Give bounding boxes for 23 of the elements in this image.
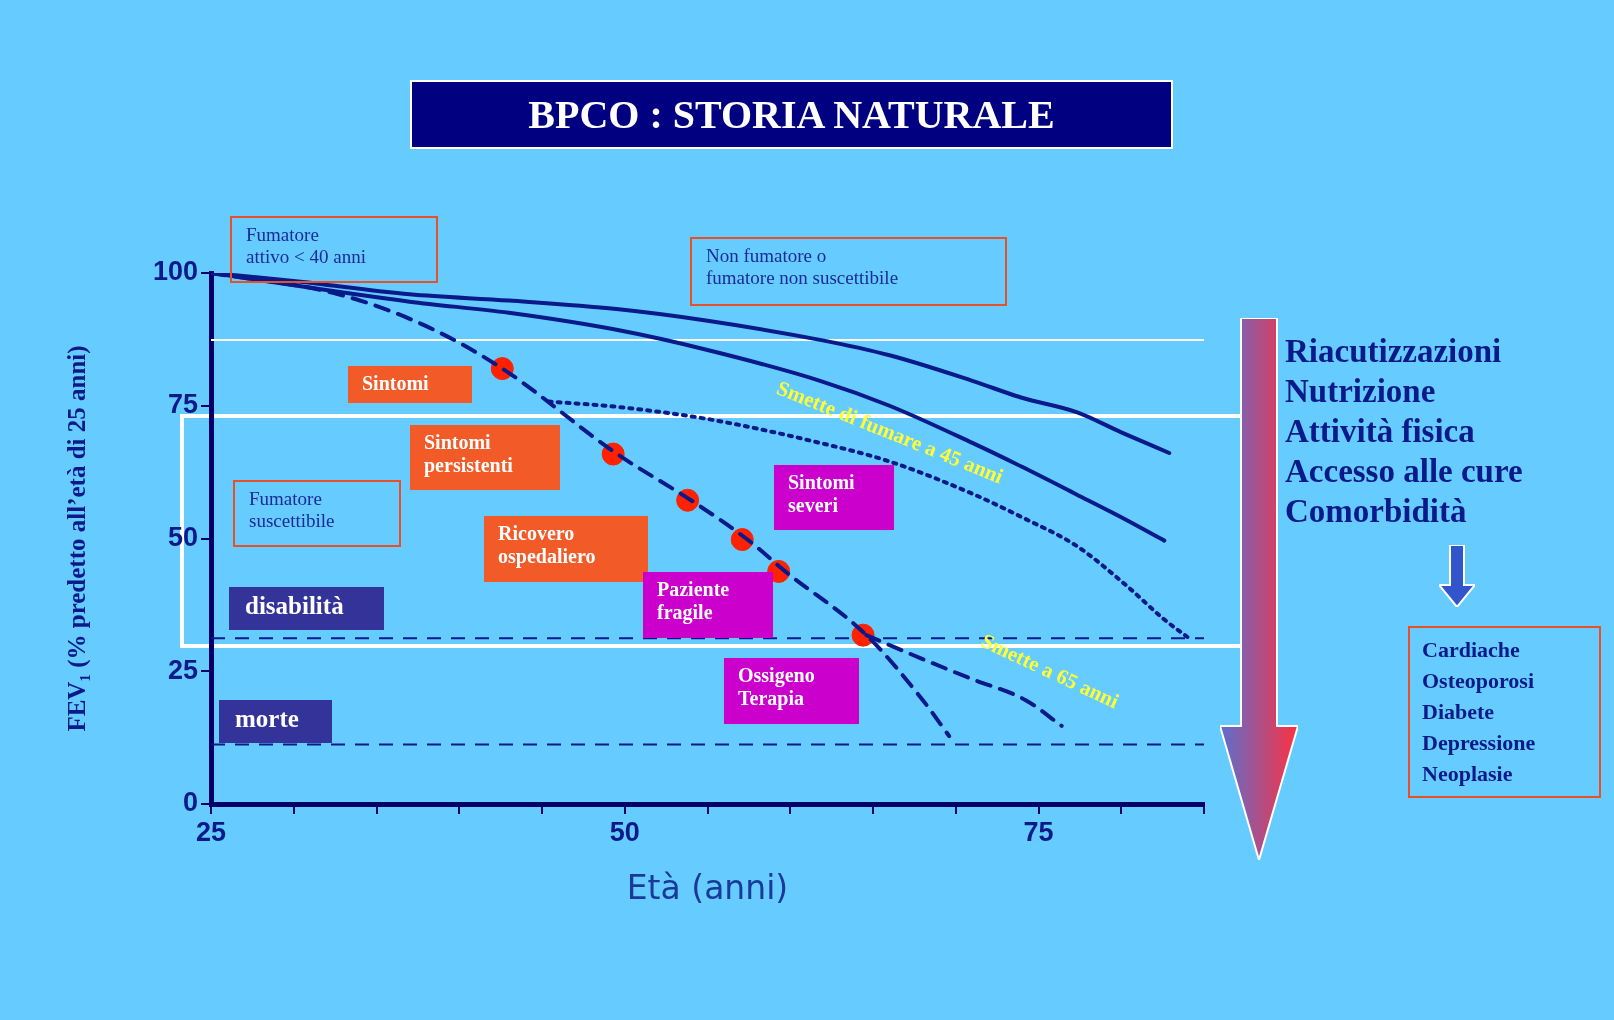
label-box: Sintomi severi: [774, 465, 894, 530]
annotation: Non fumatore o fumatore non suscettibile: [690, 237, 1007, 306]
label-box: Ossigeno Terapia: [724, 658, 859, 724]
x-tick-label: 75: [1023, 816, 1054, 847]
y-tick-label: 75: [167, 389, 198, 420]
annotation: Fumatore suscettibile: [233, 480, 401, 547]
label-box: morte: [219, 700, 332, 743]
x-tick-label: 25: [195, 816, 227, 847]
y-tick-label: 0: [182, 787, 198, 818]
label-box: Paziente fragile: [643, 572, 773, 638]
label-box: disabilità: [229, 587, 384, 630]
text: Cardiache Osteoporosi Diabete Depressione Neoplasie: [1408, 626, 1601, 798]
text: Riacutizzazioni Nutrizione Attività fisica Accesso alle cure Comorbidità: [1285, 332, 1524, 531]
y-tick-label: 25: [167, 654, 198, 685]
x-axis-title: Età (anni): [626, 867, 789, 907]
y-tick-label: 100: [152, 256, 198, 287]
label-box: Sintomi persistenti: [410, 425, 560, 490]
text: Fumatore attivo < 40 anni: [230, 216, 438, 283]
label-box: Ricovero ospedaliero: [484, 516, 648, 582]
label-box: Sintomi: [348, 366, 472, 403]
chart-title: BPCO : STORIA NATURALE: [410, 80, 1173, 149]
y-axis-title: FEV₁ (% predetto all’età di 25 anni): [63, 345, 92, 732]
x-tick-label: 50: [609, 816, 640, 847]
